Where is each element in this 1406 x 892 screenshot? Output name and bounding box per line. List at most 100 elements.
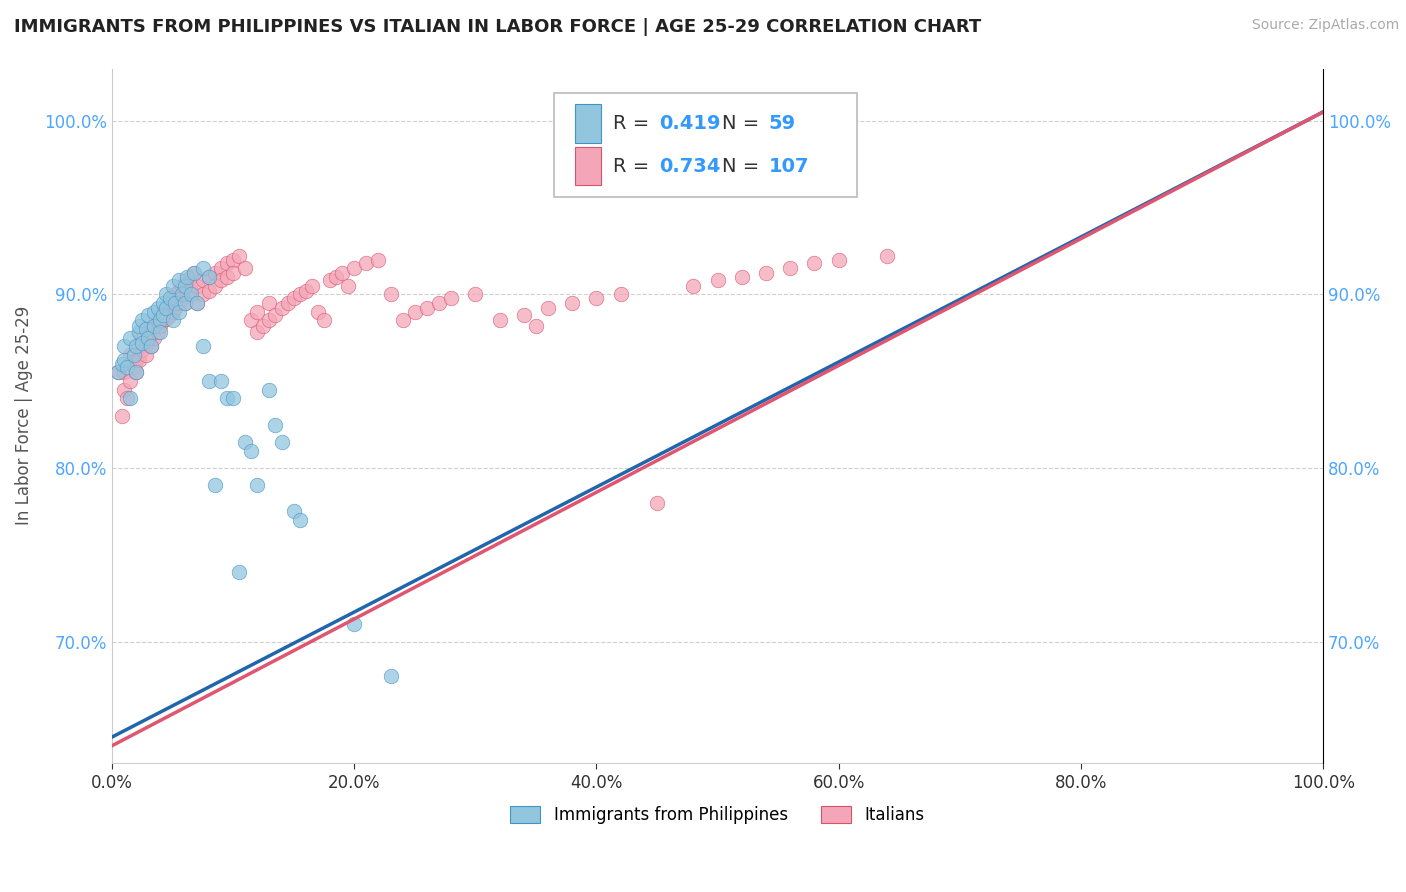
Point xyxy=(162,291,184,305)
Point xyxy=(125,339,148,353)
Point xyxy=(264,417,287,432)
Point xyxy=(167,296,190,310)
Point xyxy=(152,296,174,310)
Text: IMMIGRANTS FROM PHILIPPINES VS ITALIAN IN LABOR FORCE | AGE 25-29 CORRELATION CH: IMMIGRANTS FROM PHILIPPINES VS ITALIAN I… xyxy=(14,18,981,36)
Point xyxy=(186,278,208,293)
Point xyxy=(706,273,728,287)
Point xyxy=(337,278,360,293)
Point xyxy=(209,374,232,388)
Point xyxy=(209,273,232,287)
Point xyxy=(111,357,134,371)
Point xyxy=(111,409,134,423)
Point xyxy=(270,301,292,315)
Text: 107: 107 xyxy=(769,157,808,176)
Point xyxy=(204,278,226,293)
Point xyxy=(136,331,159,345)
Point xyxy=(270,434,292,449)
Point xyxy=(367,252,389,267)
Point xyxy=(380,287,402,301)
Point xyxy=(167,284,190,298)
Point xyxy=(173,296,195,310)
Point xyxy=(513,308,536,322)
Point xyxy=(198,284,221,298)
Point xyxy=(215,392,238,406)
Point xyxy=(131,335,153,350)
Bar xyxy=(575,147,602,186)
Point xyxy=(162,278,184,293)
Point xyxy=(180,284,202,298)
Point xyxy=(380,669,402,683)
Point xyxy=(149,318,172,333)
Point xyxy=(585,291,607,305)
Point xyxy=(107,366,129,380)
Point xyxy=(146,326,169,340)
Point xyxy=(682,278,704,293)
Point xyxy=(356,256,378,270)
Point xyxy=(162,304,184,318)
Point xyxy=(163,287,186,301)
Point xyxy=(537,301,560,315)
Point xyxy=(155,287,177,301)
Point xyxy=(112,339,135,353)
Point xyxy=(159,296,181,310)
Text: R =: R = xyxy=(613,157,655,176)
Point xyxy=(240,313,263,327)
Point xyxy=(128,318,150,333)
Text: N =: N = xyxy=(723,114,766,133)
Point xyxy=(120,348,142,362)
Point xyxy=(143,318,166,333)
Point xyxy=(172,287,194,301)
Point xyxy=(259,383,281,397)
Point xyxy=(319,273,342,287)
Point xyxy=(259,313,281,327)
Point xyxy=(136,322,159,336)
Point xyxy=(198,269,221,284)
Point xyxy=(404,304,426,318)
Point xyxy=(215,256,238,270)
Text: 0.734: 0.734 xyxy=(659,157,721,176)
Text: 0.419: 0.419 xyxy=(659,114,721,133)
Y-axis label: In Labor Force | Age 25-29: In Labor Force | Age 25-29 xyxy=(15,306,32,525)
Point xyxy=(427,296,450,310)
Point xyxy=(222,252,245,267)
Point xyxy=(159,308,181,322)
Point xyxy=(240,443,263,458)
Legend: Immigrants from Philippines, Italians: Immigrants from Philippines, Italians xyxy=(510,806,925,824)
Point xyxy=(135,322,157,336)
Point xyxy=(173,296,195,310)
Point xyxy=(645,496,668,510)
Point xyxy=(167,304,190,318)
Point xyxy=(259,296,281,310)
FancyBboxPatch shape xyxy=(554,93,856,197)
Point xyxy=(131,331,153,345)
Point xyxy=(252,318,274,333)
Point xyxy=(325,269,347,284)
Point xyxy=(152,304,174,318)
Point xyxy=(176,287,198,301)
Point xyxy=(180,269,202,284)
Point xyxy=(731,269,754,284)
Point xyxy=(128,339,150,353)
Point xyxy=(146,301,169,315)
Point xyxy=(125,353,148,368)
Point xyxy=(146,313,169,327)
Point xyxy=(288,287,311,301)
Point xyxy=(876,249,898,263)
Point xyxy=(246,478,269,492)
Text: N =: N = xyxy=(723,157,766,176)
Point xyxy=(120,392,142,406)
Point xyxy=(561,296,583,310)
Point xyxy=(112,366,135,380)
Point xyxy=(186,296,208,310)
Point xyxy=(155,301,177,315)
Point xyxy=(172,278,194,293)
Text: R =: R = xyxy=(613,114,655,133)
Point xyxy=(222,392,245,406)
Point xyxy=(128,326,150,340)
Point xyxy=(246,326,269,340)
Point xyxy=(176,269,198,284)
Point xyxy=(209,261,232,276)
Point xyxy=(131,313,153,327)
Point xyxy=(107,366,129,380)
Point xyxy=(827,252,849,267)
